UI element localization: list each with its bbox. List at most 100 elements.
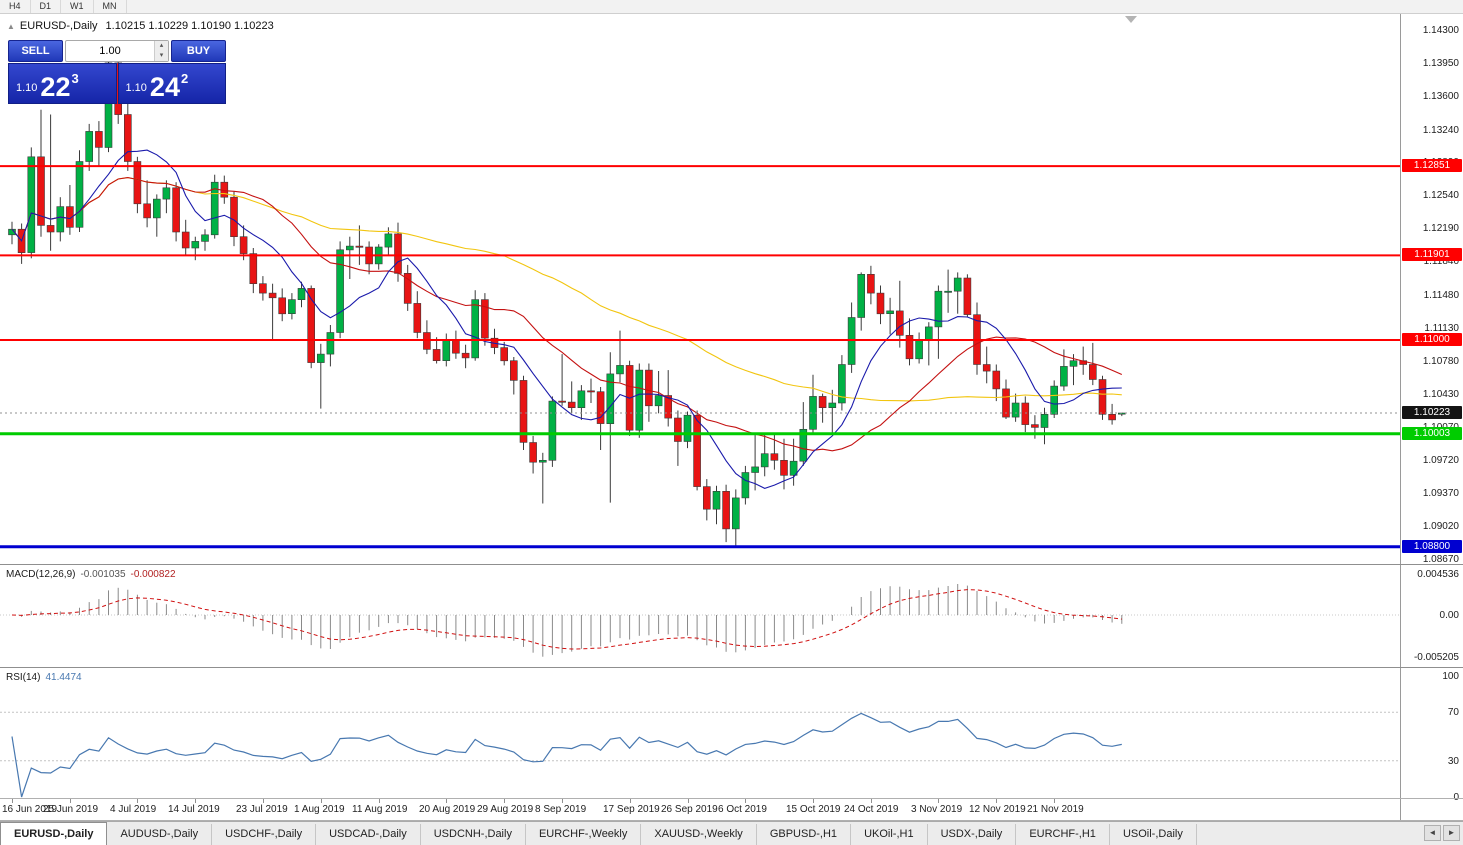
macd-main-value: -0.001035 — [80, 569, 126, 580]
rsi-axis-label: 0 — [1453, 792, 1459, 803]
dateaxis-tabbar-divider — [0, 820, 1463, 821]
date-axis-label: 17 Sep 2019 — [603, 804, 660, 815]
chart-macd-splitter[interactable] — [0, 564, 1463, 565]
bid-price-pip: 3 — [71, 71, 79, 86]
price-axis-label: 1.11480 — [1423, 290, 1459, 301]
macd-rsi-splitter[interactable] — [0, 667, 1463, 668]
date-axis-tick — [871, 799, 872, 803]
rsi-indicator-label: RSI(14) 41.4474 — [6, 672, 82, 683]
chart-tab-bar: EURUSD-,Daily AUDUSD-,Daily USDCHF-,Daily U… — [0, 821, 1463, 845]
date-axis-tick — [70, 799, 71, 803]
date-axis-label: 4 Jul 2019 — [110, 804, 157, 815]
rsi-axis-label: 100 — [1442, 671, 1459, 682]
chart-tab-ukoil-h1[interactable]: UKOil-,H1 — [851, 824, 928, 845]
date-axis-label: 20 Aug 2019 — [419, 804, 476, 815]
chart-tab-audusd-daily[interactable]: AUDUSD-,Daily — [107, 824, 213, 845]
date-axis-label: 12 Nov 2019 — [969, 804, 1026, 815]
price-badge-1.11000: 1.11000 — [1402, 333, 1462, 346]
volume-spinner: ▴ ▾ — [154, 41, 168, 61]
timeframe-button-w1[interactable]: W1 — [61, 0, 94, 13]
chart-tab-usdchf-daily[interactable]: USDCHF-,Daily — [212, 824, 317, 845]
macd-histogram — [21, 584, 1123, 657]
rsi-value: 41.4474 — [45, 672, 82, 683]
chart-tab-gbpusd-h1[interactable]: GBPUSD-,H1 — [756, 824, 852, 845]
chart-tab-usoil-daily[interactable]: USOil-,Daily — [1109, 824, 1197, 845]
volume-input[interactable]: 1.00 ▴ ▾ — [65, 40, 169, 62]
rsi-axis-label: 70 — [1447, 707, 1459, 718]
price-badge-1.11901: 1.11901 — [1402, 248, 1462, 261]
ask-price-pip: 2 — [180, 71, 189, 86]
spinner-down-icon[interactable]: ▾ — [155, 51, 168, 61]
bid-price-big: 22 — [40, 72, 71, 102]
timeframe-button-mn[interactable]: MN — [93, 0, 127, 13]
date-axis-label: 11 Aug 2019 — [352, 804, 408, 815]
spinner-up-icon[interactable]: ▴ — [155, 41, 168, 51]
date-axis-label: 3 Nov 2019 — [911, 804, 963, 815]
bid-price-box[interactable]: 1.10 22 3 — [8, 63, 117, 104]
date-axis-label: 26 Sep 2019 — [661, 804, 718, 815]
ask-price-big: 24 — [149, 72, 180, 102]
tab-scroll-controls: ◄ ► — [1424, 825, 1460, 841]
date-axis-tick — [562, 799, 563, 803]
price-axis-label: 1.12540 — [1422, 190, 1459, 201]
ask-price-box[interactable]: 1.10 24 2 — [117, 63, 226, 104]
tab-scroll-left-button[interactable]: ◄ — [1424, 825, 1441, 841]
macd-canvas[interactable] — [0, 565, 1400, 667]
macd-indicator-panel[interactable] — [0, 565, 1400, 667]
rsi-name: RSI(14) — [6, 672, 41, 683]
price-axis-label: 1.10430 — [1422, 389, 1459, 400]
chart-tab-usdx-daily[interactable]: USDX-,Daily — [927, 824, 1017, 845]
price-axis-label: 1.14300 — [1422, 25, 1459, 36]
rsi-canvas[interactable] — [0, 668, 1400, 798]
price-axis-label: 1.13600 — [1422, 91, 1459, 102]
date-axis-tick — [263, 799, 264, 803]
date-axis-label: 15 Oct 2019 — [786, 804, 841, 815]
ask-price-main: 1.10 — [125, 82, 147, 94]
macd-axis-label: 0.004536 — [1417, 569, 1459, 580]
price-badge-1.12851: 1.12851 — [1402, 159, 1462, 172]
macd-signal-line — [11, 589, 1122, 650]
timeframe-button-d1[interactable]: D1 — [30, 0, 62, 13]
price-axis-label: 1.13240 — [1422, 125, 1459, 136]
chart-symbol-label: EURUSD-,Daily — [19, 20, 98, 32]
date-axis-label: 23 Jul 2019 — [236, 804, 288, 815]
price-badge-1.10003: 1.10003 — [1402, 427, 1462, 440]
chart-tab-xauusd-weekly[interactable]: XAUUSD-,Weekly — [641, 824, 757, 845]
date-axis[interactable]: 16 Jun 2019 25 Jun 2019 4 Jul 2019 14 Jul 2… — [0, 799, 1400, 820]
price-axis-label: 1.11130 — [1424, 323, 1459, 334]
date-axis-label: 8 Sep 2019 — [535, 804, 587, 815]
chart-shift-marker[interactable] — [1125, 16, 1137, 23]
chart-tab-eurchf-h1[interactable]: EURCHF-,H1 — [1016, 824, 1110, 845]
chart-tab-eurchf-weekly[interactable]: EURCHF-,Weekly — [525, 824, 642, 845]
date-axis-label: 25 Jun 2019 — [43, 804, 99, 815]
current-price-badge: 1.10223 — [1402, 406, 1462, 419]
macd-indicator-label: MACD(12,26,9) -0.001035 -0.000822 — [6, 569, 176, 580]
timeframe-button-h4[interactable]: H4 — [0, 0, 31, 13]
moving-average-8 — [11, 149, 1122, 489]
timeframe-toolbar: H4 D1 W1 MN — [0, 0, 1463, 14]
price-axis[interactable]: 1.143001.139501.136001.132401.128901.125… — [1400, 14, 1463, 820]
tab-scroll-right-button[interactable]: ► — [1443, 825, 1460, 841]
macd-axis-label: -0.005205 — [1413, 652, 1459, 663]
price-axis-label: 1.10780 — [1422, 356, 1459, 367]
bid-price-main: 1.10 — [16, 82, 38, 94]
rsi-dateaxis-splitter[interactable] — [0, 798, 1463, 799]
chart-tab-usdcad-daily[interactable]: USDCAD-,Daily — [316, 824, 421, 845]
candle-wicks — [11, 46, 1123, 548]
price-axis-label: 1.09720 — [1422, 455, 1459, 466]
date-axis-label: 6 Oct 2019 — [718, 804, 767, 815]
price-axis-label: 1.11840 — [1423, 256, 1459, 267]
date-axis-tick — [446, 799, 447, 803]
chart-tab-usdcnh-daily[interactable]: USDCNH-,Daily — [420, 824, 526, 845]
date-axis-tick — [745, 799, 746, 803]
date-axis-label: 21 Nov 2019 — [1027, 804, 1084, 815]
price-axis-label: 1.13950 — [1422, 58, 1459, 69]
sell-button[interactable]: SELL — [8, 40, 63, 62]
rsi-indicator-panel[interactable] — [0, 668, 1400, 798]
date-axis-label: 29 Aug 2019 — [477, 804, 534, 815]
date-axis-tick — [195, 799, 196, 803]
buy-button[interactable]: BUY — [171, 40, 226, 62]
one-click-panel-toggle-icon[interactable]: ▲ — [7, 22, 15, 31]
rsi-line — [11, 712, 1122, 798]
chart-tab-eurusd-daily[interactable]: EURUSD-,Daily — [0, 822, 108, 845]
